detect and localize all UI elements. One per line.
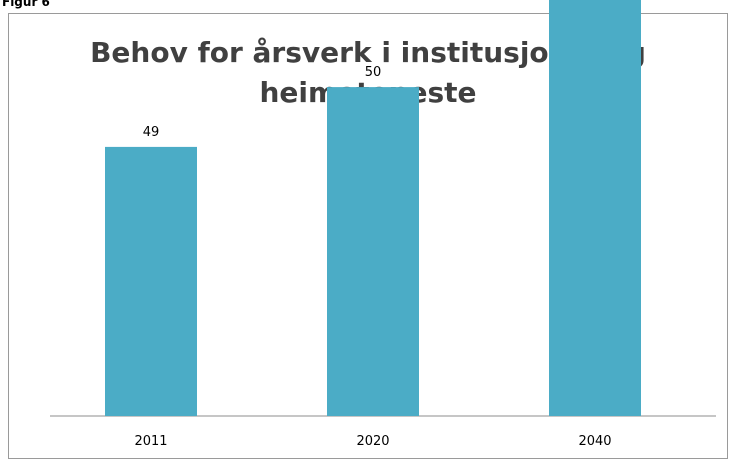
- x-tick-label-2011: 2011: [134, 434, 167, 449]
- bar-2040: [549, 0, 641, 416]
- bar-2011: [105, 146, 197, 416]
- chart-title: Behov for årsverk i institusjons- og hei…: [9, 33, 727, 113]
- figure-label: Figur 6: [2, 0, 50, 9]
- x-tick-label-2020: 2020: [356, 434, 389, 449]
- bar-2020: [327, 87, 419, 416]
- data-label-2011: 49: [143, 125, 160, 140]
- data-label-2020: 50: [365, 65, 382, 80]
- x-tick-label-2040: 2040: [578, 434, 611, 449]
